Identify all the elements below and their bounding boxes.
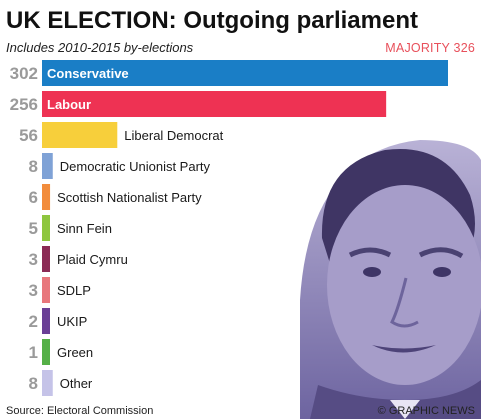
- chart-title: UK ELECTION: Outgoing parliament: [6, 7, 418, 34]
- majority-label: MAJORITY 326: [385, 41, 475, 55]
- bar-sdlp: [42, 277, 50, 303]
- seat-count-ukip: 2: [29, 312, 38, 331]
- credit-note: © GRAPHIC NEWS: [378, 405, 475, 417]
- bar-labour: [42, 91, 387, 117]
- seat-count-green: 1: [29, 343, 38, 362]
- bar-conservative: [42, 60, 448, 86]
- seat-count-plaid-cymru: 3: [29, 250, 38, 269]
- seat-count-conservative: 302: [10, 64, 38, 83]
- seat-count-other: 8: [29, 374, 38, 393]
- bar-scottish-nationalist-party: [42, 184, 51, 210]
- bar-other: [42, 370, 53, 396]
- bar-ukip: [42, 308, 50, 334]
- party-label-green: Green: [57, 345, 93, 360]
- bar-green: [42, 339, 50, 365]
- party-label-liberal-democrat: Liberal Democrat: [124, 128, 223, 143]
- bar-plaid-cymru: [42, 246, 50, 272]
- party-label-sdlp: SDLP: [57, 283, 91, 298]
- bar-democratic-unionist-party: [42, 153, 53, 179]
- seat-count-democratic-unionist-party: 8: [29, 157, 38, 176]
- politician-portrait-icon: [300, 140, 481, 419]
- party-label-ukip: UKIP: [57, 314, 87, 329]
- party-label-sinn-fein: Sinn Fein: [57, 221, 112, 236]
- seat-count-sdlp: 3: [29, 281, 38, 300]
- chart-subtitle: Includes 2010-2015 by-elections: [6, 40, 194, 55]
- seat-count-scottish-nationalist-party: 6: [29, 188, 38, 207]
- bar-liberal-democrat: [42, 122, 118, 148]
- seat-count-liberal-democrat: 56: [19, 126, 38, 145]
- party-label-other: Other: [60, 376, 93, 391]
- seat-count-labour: 256: [10, 95, 38, 114]
- party-label-scottish-nationalist-party: Scottish Nationalist Party: [57, 190, 202, 205]
- party-label-conservative: Conservative: [47, 66, 129, 81]
- party-label-democratic-unionist-party: Democratic Unionist Party: [60, 159, 211, 174]
- seat-count-sinn-fein: 5: [29, 219, 38, 238]
- bar-sinn-fein: [42, 215, 50, 241]
- party-label-labour: Labour: [47, 97, 91, 112]
- party-label-plaid-cymru: Plaid Cymru: [57, 252, 128, 267]
- source-note: Source: Electoral Commission: [6, 405, 153, 417]
